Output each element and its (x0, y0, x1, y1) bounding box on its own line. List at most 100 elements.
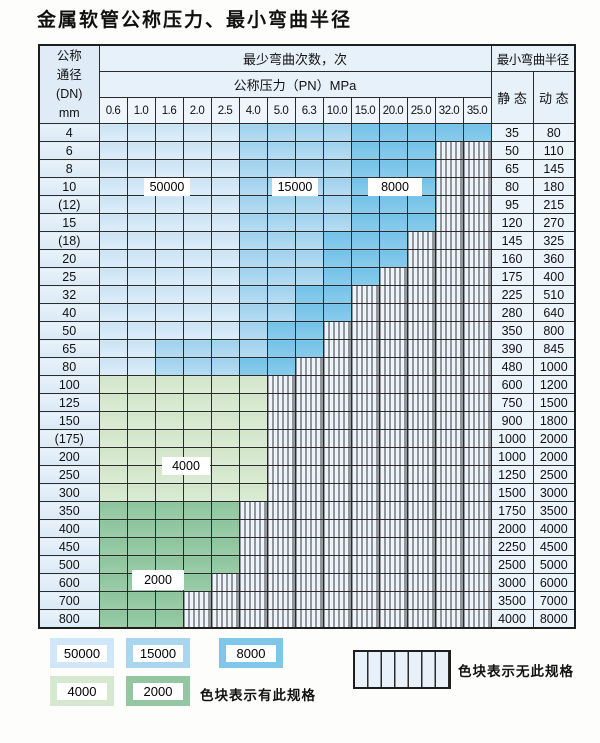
cell-cycles-50000 (210, 303, 240, 322)
cell-cycles-2000 (210, 555, 240, 574)
cell-cycles-4000 (210, 429, 240, 448)
dynamic-radius-value: 110 (532, 141, 576, 160)
cell-cycles-8000 (378, 141, 408, 160)
dynamic-radius-value: 1800 (532, 411, 576, 430)
dn-label: 32 (38, 285, 100, 304)
cell-no-spec (322, 357, 352, 376)
dynamic-radius-value: 1500 (532, 393, 576, 412)
cell-cycles-4000 (154, 483, 184, 502)
cell-no-spec (406, 573, 436, 592)
cell-cycles-50000 (182, 231, 212, 250)
cell-cycles-8000 (266, 321, 296, 340)
cell-cycles-4000 (210, 393, 240, 412)
cell-no-spec (350, 429, 380, 448)
dn-label: 65 (38, 339, 100, 358)
table-row-dn-40: 40 280 640 (38, 303, 576, 322)
cell-cycles-50000 (154, 249, 184, 268)
cell-no-spec (266, 375, 296, 394)
dn-label: 400 (38, 519, 100, 538)
cell-no-spec (294, 573, 324, 592)
cell-no-spec (434, 537, 464, 556)
cell-no-spec (294, 555, 324, 574)
cell-cycles-15000 (182, 339, 212, 358)
dynamic-radius-value: 8000 (532, 609, 576, 629)
cell-no-spec (462, 195, 492, 214)
cell-no-spec (266, 609, 296, 629)
cell-no-spec (322, 591, 352, 610)
dn-label: 700 (38, 591, 100, 610)
cell-no-spec (434, 591, 464, 610)
cell-cycles-50000 (210, 159, 240, 178)
static-radius-value: 95 (490, 195, 534, 214)
dynamic-radius-value: 3500 (532, 501, 576, 520)
cell-cycles-4000 (238, 447, 268, 466)
cell-cycles-8000 (238, 357, 268, 376)
pressure-header-20.0: 20.0 (378, 97, 408, 124)
dn-label: 200 (38, 447, 100, 466)
cell-no-spec (294, 591, 324, 610)
cell-no-spec (266, 483, 296, 502)
cell-cycles-8000 (294, 339, 324, 358)
cell-cycles-50000 (126, 123, 156, 142)
cell-cycles-50000 (98, 195, 128, 214)
static-radius-value: 160 (490, 249, 534, 268)
spec-table: 公称 通径 (DN) mm 最少弯曲次数，次 最小弯曲半径 公称压力（PN）MP… (38, 44, 577, 629)
static-radius-value: 280 (490, 303, 534, 322)
table-row-dn-100: 100 600 1200 (38, 375, 576, 394)
table-row-dn-250: 250 1250 2500 (38, 465, 576, 484)
cell-no-spec (350, 537, 380, 556)
cell-cycles-50000 (182, 123, 212, 142)
cell-cycles-50000 (126, 303, 156, 322)
cell-cycles-4000 (126, 429, 156, 448)
cell-no-spec (322, 519, 352, 538)
cell-cycles-15000 (294, 231, 324, 250)
static-radius-value: 480 (490, 357, 534, 376)
table-row-dn-600: 600 3000 6000 (38, 573, 576, 592)
cell-no-spec (210, 573, 240, 592)
table-row-dn-(12): (12) 95 215 (38, 195, 576, 214)
cell-no-spec (350, 609, 380, 629)
cell-cycles-4000 (154, 429, 184, 448)
cell-no-spec (406, 339, 436, 358)
cell-no-spec (462, 483, 492, 502)
cell-no-spec (294, 411, 324, 430)
static-radius-value: 2000 (490, 519, 534, 538)
table-row-dn-50: 50 350 800 (38, 321, 576, 340)
cell-no-spec (350, 555, 380, 574)
cell-cycles-50000 (154, 195, 184, 214)
cell-cycles-4000 (98, 483, 128, 502)
cell-no-spec (434, 141, 464, 160)
cell-cycles-15000 (322, 195, 352, 214)
cell-no-spec (266, 591, 296, 610)
cell-no-spec (238, 591, 268, 610)
cell-no-spec (462, 375, 492, 394)
cell-cycles-4000 (210, 447, 240, 466)
cell-no-spec (462, 357, 492, 376)
cell-no-spec (434, 213, 464, 232)
cell-cycles-50000 (182, 195, 212, 214)
cell-cycles-4000 (126, 411, 156, 430)
cell-cycles-8000 (378, 195, 408, 214)
table-row-dn-25: 25 175 400 (38, 267, 576, 286)
cell-cycles-15000 (238, 141, 268, 160)
legend-unavailable-label: 色块表示无此规格 (458, 664, 574, 679)
static-radius-value: 3000 (490, 573, 534, 592)
cell-no-spec (294, 375, 324, 394)
dynamic-header: 动 态 (532, 71, 576, 124)
table-row-dn-700: 700 3500 7000 (38, 591, 576, 610)
pressure-header-2.5: 2.5 (210, 97, 240, 124)
pressure-header-10.0: 10.0 (322, 97, 352, 124)
cell-no-spec (322, 393, 352, 412)
cell-no-spec (294, 357, 324, 376)
cell-no-spec (406, 393, 436, 412)
cell-no-spec (462, 267, 492, 286)
cell-no-spec (462, 285, 492, 304)
cell-no-spec (434, 609, 464, 629)
dn-label: (175) (38, 429, 100, 448)
cell-cycles-4000 (182, 429, 212, 448)
cell-cycles-8000 (406, 195, 436, 214)
cell-no-spec (462, 609, 492, 629)
cell-cycles-50000 (98, 177, 128, 196)
static-radius-value: 35 (490, 123, 534, 142)
